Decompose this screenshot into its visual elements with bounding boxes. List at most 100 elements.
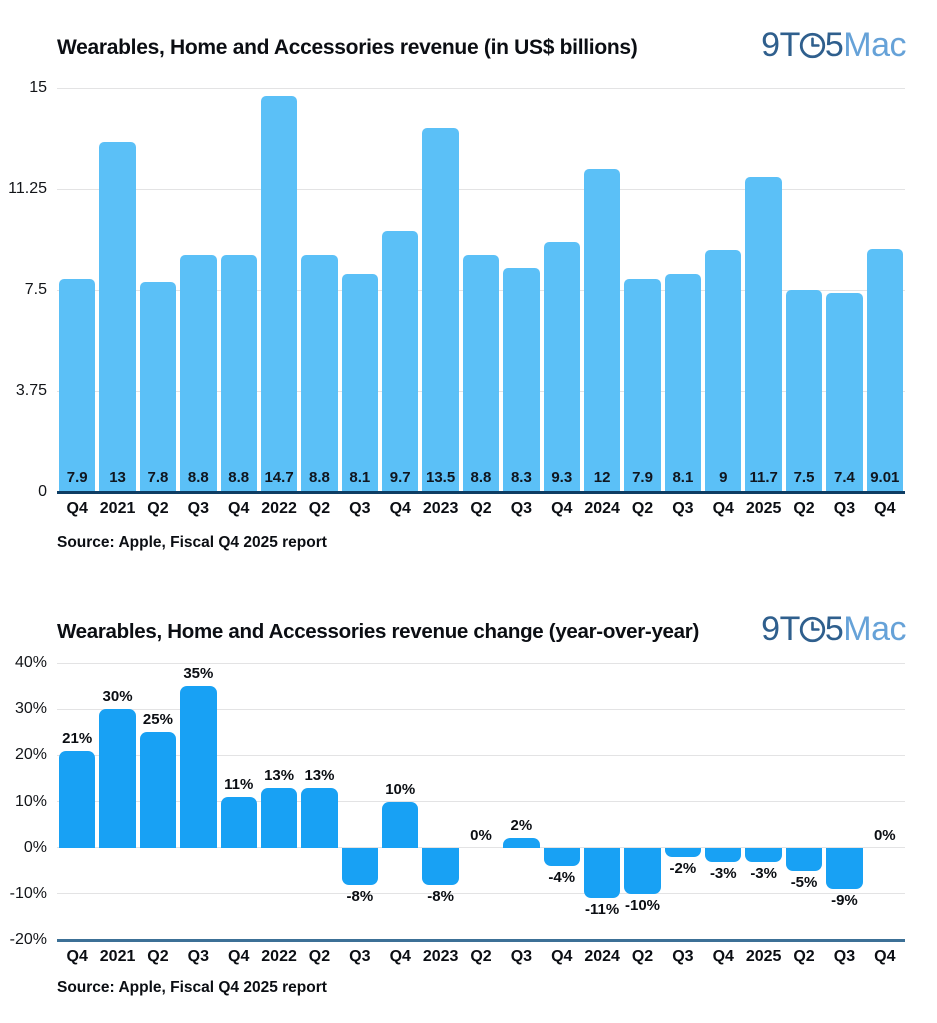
bar-value-label: 13 — [109, 469, 126, 486]
y-tick-label: 0% — [23, 838, 47, 856]
x-tick-label: Q3 — [833, 948, 856, 965]
x-tick-label: Q2 — [308, 948, 331, 965]
bar — [583, 168, 621, 492]
x-tick-label: Q4 — [228, 500, 250, 517]
x-tick-label: Q2 — [147, 948, 169, 965]
x-tick-label: Q3 — [349, 948, 371, 965]
gridline — [57, 847, 905, 849]
bar-value-label: 9.01 — [870, 469, 900, 486]
x-tick-label: Q4 — [874, 500, 896, 517]
x-tick-label: Q4 — [712, 948, 734, 965]
bar-value-label: 14.7 — [264, 469, 294, 486]
x-tick-label: Q4 — [551, 500, 573, 517]
x-tick-label: Q2 — [470, 948, 492, 965]
bar-value-label: 30% — [102, 688, 133, 706]
x-tick-label: 2021 — [99, 948, 136, 965]
gridline — [57, 662, 905, 664]
bar-value-label: -8% — [346, 887, 374, 905]
bar — [785, 290, 823, 492]
yoy-bar-chart-plot-area: 40% 30% 20% 10% 0% -10% -20% 21% Q4 30% 2021 25% Q2 3… — [10, 654, 905, 965]
9to5mac-logo: 9T 5 Mac — [761, 28, 906, 62]
bar-value-label: 7.9 — [66, 469, 88, 486]
x-tick-label: Q3 — [187, 948, 209, 965]
bar — [220, 796, 257, 848]
x-tick-label: Q2 — [631, 948, 654, 965]
x-tick-label: Q3 — [510, 500, 533, 517]
x-tick-label: 2021 — [99, 500, 136, 517]
bar-value-label: 8.8 — [470, 469, 492, 486]
bar-value-label: 7.4 — [833, 469, 855, 486]
yoy-chart-title: Wearables, Home and Accessories revenue … — [57, 620, 699, 643]
bar — [583, 847, 621, 899]
bar — [180, 686, 217, 848]
bar-value-label: 9.7 — [389, 469, 411, 486]
x-tick-label: 2023 — [422, 948, 459, 965]
x-tick-label: Q3 — [187, 500, 209, 517]
bar-value-label: 12 — [593, 469, 611, 486]
x-axis-line — [57, 490, 905, 494]
bar — [301, 787, 338, 848]
x-tick-label: Q4 — [551, 948, 573, 965]
x-tick-label: Q3 — [349, 500, 371, 517]
bar — [260, 96, 298, 492]
y-tick-label: 40% — [14, 654, 47, 671]
x-tick-label: 2022 — [261, 948, 297, 965]
bar — [826, 847, 863, 890]
bar — [59, 279, 96, 492]
bar — [664, 273, 702, 492]
bar-value-label: 8.3 — [510, 469, 532, 486]
bar-value-label: 13% — [264, 766, 295, 784]
revenue-bar-chart-plot-area: 15 11.25 7.5 3.75 0 7.9 Q4 13 2021 7.8 Q2 8.8 Q3 8.8 Q… — [8, 79, 905, 517]
revenue-chart-title: Wearables, Home and Accessories revenue … — [57, 36, 638, 59]
9to5mac-logo: 9T 5 Mac — [761, 612, 906, 646]
bar-value-label: -8% — [427, 887, 454, 905]
y-tick-label: -20% — [9, 931, 47, 948]
y-tick-label: 10% — [14, 792, 47, 810]
bar — [99, 141, 136, 492]
bar — [785, 847, 823, 871]
bar — [99, 709, 136, 848]
bar — [301, 254, 338, 492]
bar — [543, 847, 580, 867]
bar-value-label: 2% — [510, 817, 533, 835]
bar — [422, 128, 459, 492]
bar — [503, 838, 540, 848]
bar-value-label: 8.1 — [672, 469, 694, 486]
gridline — [57, 708, 905, 710]
bar-value-label: -5% — [790, 873, 818, 891]
bar — [139, 732, 177, 848]
bar-value-label: 13.5 — [426, 469, 456, 486]
gridline — [57, 754, 905, 756]
bar-value-label: 11% — [224, 775, 254, 793]
y-tick-label: 20% — [14, 746, 47, 764]
bar — [139, 281, 177, 492]
bar-value-label: 11.7 — [749, 469, 778, 486]
x-tick-label: Q2 — [308, 500, 331, 517]
bar — [664, 847, 702, 857]
x-tick-label: Q4 — [874, 948, 896, 965]
bar-value-label: 7.5 — [793, 469, 815, 486]
bar — [745, 847, 782, 862]
bar — [341, 847, 379, 885]
gridline — [57, 188, 905, 190]
bar — [59, 750, 96, 848]
x-tick-label: Q2 — [147, 500, 169, 517]
x-tick-label: Q3 — [833, 500, 856, 517]
y-tick-label: 0 — [38, 483, 47, 500]
bar-value-label: 10% — [385, 780, 416, 798]
y-tick-label: 15 — [29, 79, 47, 96]
bar — [382, 801, 419, 848]
bar — [180, 254, 217, 492]
gridline — [57, 801, 905, 802]
bar-value-label: 7.9 — [632, 469, 653, 486]
bar — [341, 273, 379, 492]
bar — [705, 249, 742, 492]
bar-value-label: -4% — [548, 869, 576, 887]
bar-value-label: 0% — [470, 826, 492, 844]
x-tick-label: 2025 — [745, 500, 782, 517]
bar — [705, 847, 742, 862]
bar — [826, 292, 863, 492]
bar — [382, 230, 419, 492]
bar — [624, 847, 661, 894]
